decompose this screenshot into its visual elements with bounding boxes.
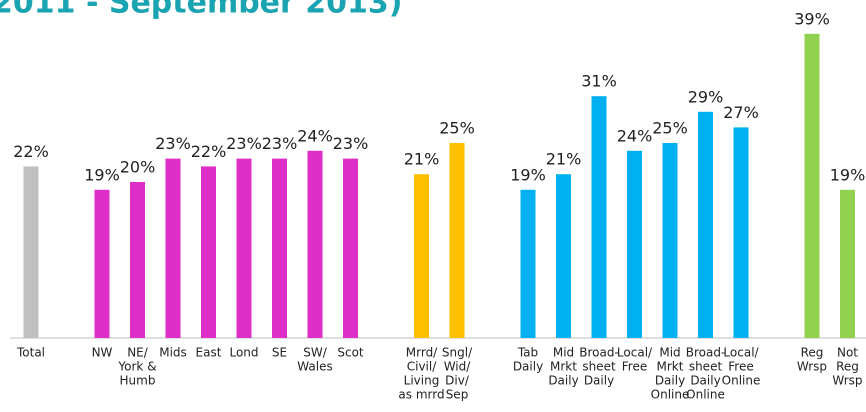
bar <box>130 182 145 338</box>
value-label: 25% <box>652 119 688 138</box>
value-label: 23% <box>262 134 298 153</box>
value-label: 21% <box>546 150 582 169</box>
x-tick-label: Mrkt <box>657 360 684 374</box>
bar <box>343 158 358 338</box>
x-tick-label: York & <box>117 360 156 374</box>
x-tick-label: Wid/ <box>444 360 472 374</box>
bar <box>556 174 571 338</box>
x-tick-label: Wales <box>297 360 332 374</box>
bar <box>698 111 713 338</box>
bar <box>591 96 607 338</box>
chart-title: 2011 - September 2013) <box>0 0 402 21</box>
x-tick-label: Sep <box>446 388 469 402</box>
value-label: 39% <box>794 9 830 28</box>
bar <box>94 189 110 338</box>
x-tick-label: Online <box>651 388 690 402</box>
value-label: 19% <box>84 165 120 184</box>
bar <box>272 158 287 338</box>
x-tick-label: Free <box>622 360 647 374</box>
value-label: 24% <box>617 126 653 145</box>
x-tick-label: Broad- <box>686 346 726 360</box>
x-tick-label: NW <box>92 346 113 360</box>
value-label: 29% <box>688 87 724 106</box>
value-label: 27% <box>723 103 759 122</box>
value-label: 31% <box>581 72 617 91</box>
value-label: 23% <box>226 134 262 153</box>
bar <box>236 158 252 338</box>
x-tick-label: Daily <box>548 374 578 388</box>
bar <box>201 166 216 338</box>
value-label: 23% <box>155 134 191 153</box>
value-label: 23% <box>333 134 369 153</box>
x-tick-label: Lond <box>229 346 258 360</box>
x-tick-label: Div/ <box>445 374 470 388</box>
x-tick-label: Online <box>686 388 725 402</box>
x-tick-label: Broad- <box>579 346 619 360</box>
x-tick-label: NE/ <box>127 346 149 360</box>
x-tick-label: Mid <box>553 346 574 360</box>
x-tick-label: Wrsp <box>832 374 862 388</box>
x-tick-label: Humb <box>120 374 156 388</box>
bar <box>520 189 536 338</box>
x-tick-label: Local/ <box>723 346 759 360</box>
bar <box>840 189 855 338</box>
value-label: 22% <box>13 142 49 161</box>
value-label: 24% <box>297 126 333 145</box>
x-tick-label: Tab <box>517 346 538 360</box>
x-tick-label: Civil/ <box>407 360 437 374</box>
value-label: 19% <box>830 165 866 184</box>
x-tick-label: Wrsp <box>797 360 827 374</box>
x-tick-label: sheet <box>582 360 616 374</box>
value-label: 25% <box>439 119 475 138</box>
x-tick-label: Mrkt <box>550 360 577 374</box>
x-tick-label: East <box>196 346 222 360</box>
x-tick-label: Local/ <box>617 346 653 360</box>
x-tick-label: Daily <box>584 374 614 388</box>
bar <box>804 33 820 339</box>
x-tick-label: SE <box>272 346 287 360</box>
bar <box>449 143 465 338</box>
x-tick-label: Daily <box>690 374 720 388</box>
x-tick-label: as mrrd <box>398 388 444 402</box>
x-tick-label: Mid <box>659 346 680 360</box>
x-tick-label: Free <box>728 360 753 374</box>
bar <box>627 150 642 338</box>
bar <box>165 158 181 338</box>
x-tick-label: Total <box>16 346 45 360</box>
bar <box>23 166 39 338</box>
x-tick-label: Daily <box>513 360 543 374</box>
x-tick-label: Living <box>404 374 440 388</box>
x-tick-label: Mrrd/ <box>406 346 438 360</box>
value-label: 19% <box>510 165 546 184</box>
x-tick-label: Scot <box>337 346 364 360</box>
x-tick-label: SW/ <box>303 346 327 360</box>
x-tick-label: Not <box>837 346 858 360</box>
x-tick-label: Daily <box>655 374 685 388</box>
value-label: 21% <box>404 150 440 169</box>
x-tick-label: Sngl/ <box>442 346 473 360</box>
x-tick-label: Reg <box>801 346 824 360</box>
value-label: 22% <box>191 142 227 161</box>
x-tick-label: Online <box>722 374 761 388</box>
x-tick-label: sheet <box>689 360 723 374</box>
x-tick-label: Reg <box>836 360 859 374</box>
bar <box>414 174 429 338</box>
bar <box>307 150 323 338</box>
bar <box>733 127 749 339</box>
x-tick-label: Mids <box>159 346 187 360</box>
bar <box>662 143 678 338</box>
value-label: 20% <box>120 158 156 177</box>
